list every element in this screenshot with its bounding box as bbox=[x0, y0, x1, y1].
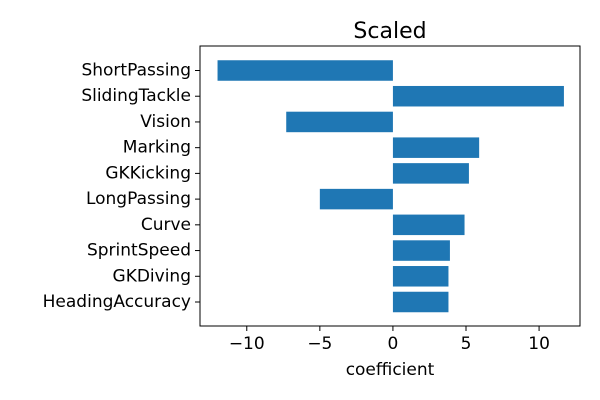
y-tick-label: SlidingTackle bbox=[81, 86, 191, 106]
bar-shortpassing bbox=[217, 60, 393, 81]
bar-curve bbox=[392, 214, 465, 236]
bar-longpassing bbox=[319, 188, 393, 210]
bar-slidingtackle bbox=[392, 85, 564, 107]
bar-marking bbox=[392, 137, 480, 158]
x-tick-label: 10 bbox=[528, 334, 550, 354]
y-tick-label: SprintSpeed bbox=[87, 241, 191, 261]
y-tick-label: Curve bbox=[141, 215, 191, 235]
y-tick-labels: ShortPassing SlidingTackle Vision Marking GK… bbox=[43, 61, 200, 312]
bar-gkdiving bbox=[392, 266, 449, 287]
bars bbox=[217, 60, 564, 313]
chart-title: Scaled bbox=[353, 19, 426, 44]
y-tick-label: ShortPassing bbox=[81, 61, 191, 81]
x-tick-label: −10 bbox=[229, 334, 265, 354]
x-ticks: −10 −5 0 5 10 bbox=[229, 326, 550, 354]
y-tick-label: HeadingAccuracy bbox=[43, 292, 191, 312]
bar-headingaccuracy bbox=[392, 291, 449, 313]
plot-frame bbox=[199, 45, 581, 327]
y-tick-label: LongPassing bbox=[86, 189, 191, 209]
bar-vision bbox=[286, 111, 393, 133]
x-tick-label: −5 bbox=[307, 334, 332, 354]
bar-gkkicking bbox=[392, 163, 469, 184]
y-tick-label: GKDiving bbox=[113, 266, 191, 286]
y-tick-label: Vision bbox=[140, 112, 191, 132]
bar-sprintspeed bbox=[392, 240, 450, 261]
x-axis-label: coefficient bbox=[346, 360, 435, 380]
y-tick-label: GKKicking bbox=[105, 163, 191, 183]
x-tick-label: 0 bbox=[388, 334, 399, 354]
x-tick-label: 5 bbox=[461, 334, 472, 354]
y-tick-label: Marking bbox=[123, 138, 191, 158]
